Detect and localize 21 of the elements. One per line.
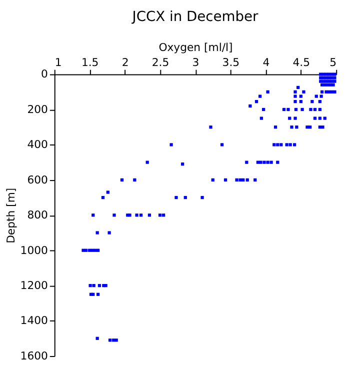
chart-title: JCCX in December	[131, 8, 259, 25]
y-tick-label: 1400	[20, 314, 48, 328]
y-tick-label: 200	[27, 102, 48, 116]
x-tick-label: 3.5	[222, 56, 240, 69]
x-tick-label: 3	[192, 56, 200, 69]
y-tick-label: 400	[27, 138, 48, 152]
y-axis-title: Depth [m]	[4, 188, 18, 244]
x-tick-label: 2.5	[152, 56, 170, 69]
y-tick-label: 800	[27, 208, 48, 222]
x-tick-label: 5	[330, 56, 337, 69]
x-tick-label: 1	[54, 56, 62, 69]
y-tick-label: 1600	[20, 349, 48, 362]
y-tick-label: 1000	[20, 244, 48, 257]
x-tick-label: 4	[262, 56, 270, 69]
y-tick-label: 0	[41, 68, 48, 81]
y-tick-label: 600	[27, 173, 48, 186]
x-tick-label: 1.5	[81, 56, 99, 69]
x-axis-title: Oxygen [ml/l]	[158, 41, 233, 54]
y-tick-label: 1200	[20, 279, 48, 292]
x-tick-label: 2	[122, 56, 129, 69]
x-tick-label: 4.5	[292, 56, 310, 69]
